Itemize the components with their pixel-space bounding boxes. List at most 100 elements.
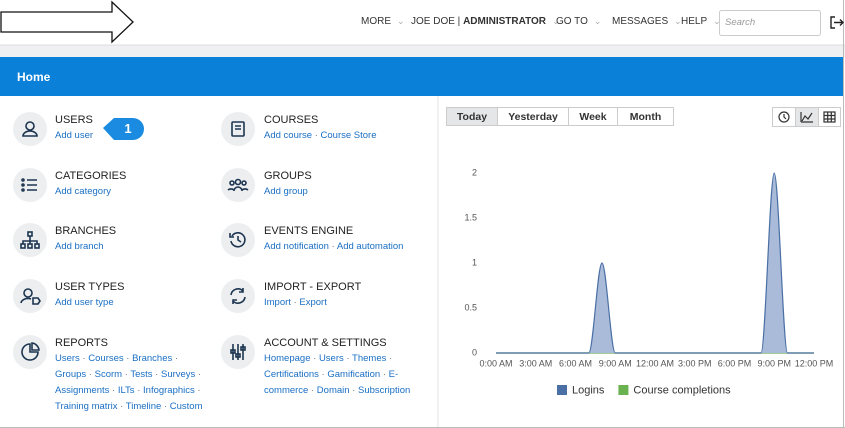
link[interactable]: Courses — [88, 353, 132, 364]
x-tick-label: 6:00 AM — [559, 358, 592, 368]
section-title: ACCOUNT & SETTINGS — [264, 337, 387, 349]
link[interactable]: Scorm — [95, 369, 131, 380]
section-title: REPORTS — [55, 337, 108, 349]
chart: 0 0.5 1 1.5 2 0:00 AM 3:00 AM 6:00 AM 9:00 AM 12:… — [464, 167, 833, 396]
nav-user[interactable]: JOE DOEADMINISTRATOR — [411, 16, 560, 27]
y-tick-label: 0 — [472, 347, 477, 357]
section-links: Add branch — [55, 239, 205, 255]
link[interactable]: Add group — [264, 186, 308, 197]
section-links: Add courseCourse Store — [264, 128, 414, 144]
section-title: GROUPS — [264, 170, 312, 182]
x-tick-label: 9:00 PM — [757, 358, 791, 368]
tab[interactable]: Month — [617, 107, 674, 126]
section-links: HomepageUsersThemes CertificationsGamific… — [264, 351, 414, 399]
link[interactable]: Users — [319, 353, 352, 364]
y-tick-label: 1 — [472, 257, 477, 267]
section-icon — [221, 112, 255, 146]
section-links: Add category — [55, 184, 205, 200]
link[interactable]: Certifications — [264, 369, 327, 380]
section-icon — [221, 279, 255, 313]
link[interactable]: Assignments — [55, 385, 118, 396]
link[interactable]: Add course — [264, 130, 321, 141]
user-role: ADMINISTRATOR — [463, 16, 547, 27]
title-bar — [0, 57, 843, 96]
section-icon — [13, 335, 47, 369]
section-links: Add user — [55, 128, 205, 144]
link[interactable]: Timeline — [126, 401, 170, 412]
link[interactable]: Add notification — [264, 241, 337, 252]
link[interactable]: Tests — [130, 369, 161, 380]
link[interactable]: Add branch — [55, 241, 104, 252]
logout-icon[interactable] — [830, 16, 844, 29]
x-tick-label: 3:00 AM — [519, 358, 552, 368]
nav-help[interactable]: HELP — [681, 16, 721, 27]
tab[interactable]: Week — [568, 107, 618, 126]
badge-text: 1 — [124, 121, 131, 136]
section-title: EVENTS ENGINE — [264, 225, 354, 237]
link[interactable]: Export — [299, 297, 327, 308]
link[interactable]: Homepage — [264, 353, 319, 364]
section-links: Add notificationAdd automation — [264, 239, 414, 255]
link[interactable]: Infographics — [143, 385, 201, 396]
x-tick-label: 6:00 PM — [718, 358, 752, 368]
x-tick-label: 3:00 PM — [678, 358, 712, 368]
nav-more[interactable]: MORE — [361, 16, 405, 27]
search-placeholder: Search — [725, 17, 756, 28]
section-links: ImportExport — [264, 295, 414, 311]
badge-shape — [103, 118, 144, 140]
section-title: IMPORT - EXPORT — [264, 281, 362, 293]
nav-messages[interactable]: MESSAGES — [612, 16, 682, 27]
link[interactable]: Users — [55, 353, 88, 364]
link[interactable]: Add automation — [336, 241, 404, 252]
link[interactable]: Course Store — [320, 130, 377, 141]
section-icon — [221, 335, 255, 369]
link[interactable]: Custom — [169, 401, 203, 412]
legend-label: Course completions — [633, 384, 731, 396]
y-tick-label: 0.5 — [464, 302, 477, 312]
section-title: CATEGORIES — [55, 170, 127, 182]
link[interactable]: Branches — [132, 353, 178, 364]
section-icon — [13, 279, 47, 313]
section-title: COURSES — [264, 114, 319, 126]
tab[interactable]: Yesterday — [497, 107, 569, 126]
link[interactable]: Themes — [352, 353, 392, 364]
nav-goto[interactable]: GO TO — [556, 16, 601, 27]
user-name: JOE DOE — [411, 16, 463, 27]
link[interactable]: Add user type — [55, 297, 114, 308]
section-links: Add group — [264, 184, 414, 200]
section-icon — [13, 223, 47, 257]
legend-label: Logins — [572, 384, 605, 396]
series-area — [495, 172, 814, 354]
x-tick-label: 0:00 AM — [479, 358, 512, 368]
legend-swatch — [557, 385, 567, 395]
section-title: USER TYPES — [55, 281, 125, 293]
link[interactable]: Subscription — [358, 385, 411, 396]
y-tick-label: 2 — [472, 167, 477, 177]
link[interactable]: Groups — [55, 369, 95, 380]
legend-swatch — [618, 385, 629, 395]
link[interactable]: Surveys — [161, 369, 201, 380]
tab[interactable]: Today — [446, 107, 498, 126]
link[interactable]: ILTs — [118, 385, 143, 396]
section-links: Add user type — [55, 295, 205, 311]
y-tick-label: 1.5 — [464, 212, 477, 222]
link[interactable]: Domain — [317, 385, 358, 396]
link[interactable]: Import — [264, 297, 299, 308]
view-buttons[interactable] — [772, 107, 841, 127]
section-title: USERS — [55, 114, 93, 126]
x-tick-label: 9:00 AM — [599, 358, 632, 368]
section-links: UsersCoursesBranches GroupsScormTestsSurv… — [55, 351, 205, 415]
arrow-shape — [0, 0, 134, 44]
section-icon — [13, 168, 47, 202]
section-title: BRANCHES — [55, 225, 117, 237]
link[interactable]: Training matrix — [55, 401, 126, 412]
link[interactable]: Add category — [55, 186, 111, 197]
link[interactable]: Gamification — [327, 369, 388, 380]
x-tick-label: 12:00 AM — [636, 358, 674, 368]
link[interactable]: Add user — [55, 130, 94, 141]
section-icon — [221, 168, 255, 202]
header-gap — [0, 45, 845, 57]
page-title: Home — [17, 70, 51, 84]
section-icon — [13, 112, 47, 146]
